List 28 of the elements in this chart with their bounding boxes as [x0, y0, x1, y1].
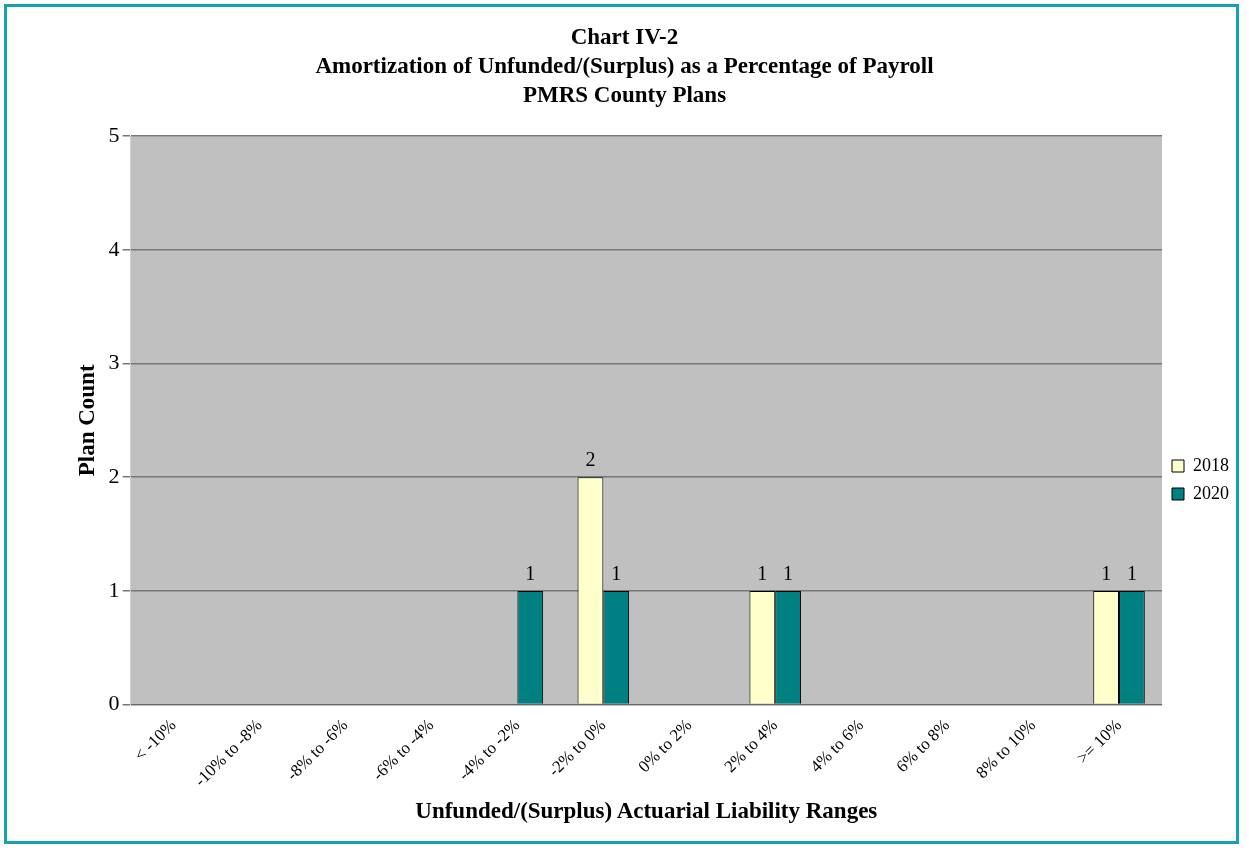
x-tick-label: 2% to 4% [720, 715, 782, 777]
x-tick-label: 4% to 6% [806, 715, 868, 777]
x-axis-title: Unfunded/(Surplus) Actuarial Liability Ranges [415, 798, 878, 824]
data-label: 1 [1101, 562, 1112, 585]
y-tick-label: 4 [108, 235, 120, 261]
x-tick-label: >= 10% [1072, 715, 1126, 768]
data-label: 1 [611, 562, 622, 585]
x-tick-label: -8% to -6% [282, 715, 352, 785]
y-tick-label: 5 [108, 121, 120, 147]
x-tick-label: 6% to 8% [892, 715, 954, 777]
data-label: 2 [585, 448, 596, 471]
x-tick-label: 8% to 10% [972, 715, 1040, 783]
data-label: 1 [783, 562, 794, 585]
chart-title: Chart IV-2 Amortization of Unfunded/(Surplus) as a Percentage of Payroll PMRS County Plans [314, 23, 935, 109]
data-label: 1 [1126, 562, 1137, 585]
legend-label: 2020 [1193, 482, 1229, 503]
x-tick-label: -2% to 0% [544, 715, 610, 781]
y-axis-title: Plan Count [73, 364, 99, 477]
data-label: 1 [525, 562, 536, 585]
y-tick-label: 2 [108, 462, 120, 488]
legend-label: 2018 [1193, 454, 1229, 475]
x-tick-label: -4% to -2% [454, 715, 524, 785]
y-tick-label: 3 [108, 349, 120, 375]
y-tick-label: 0 [108, 690, 120, 716]
y-tick-label: 1 [108, 576, 120, 602]
data-label: 1 [757, 562, 768, 585]
x-tick-label: -6% to -4% [368, 715, 438, 785]
x-tick-label: 0% to 2% [634, 715, 696, 777]
